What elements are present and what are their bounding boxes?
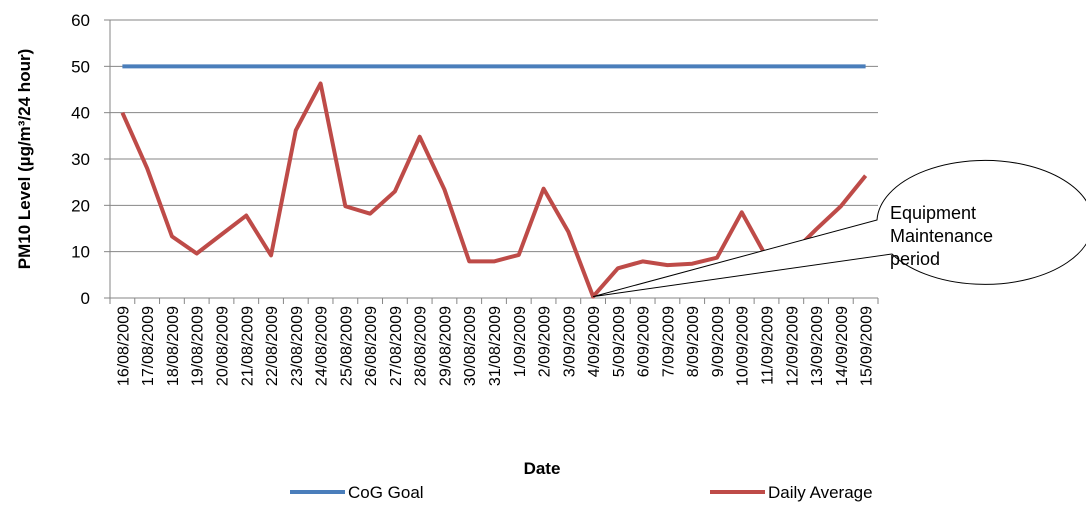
- x-tick-label: 23/08/2009: [289, 306, 306, 386]
- x-tick-label: 25/08/2009: [338, 306, 355, 386]
- x-tick-label: 21/08/2009: [239, 306, 256, 386]
- x-tick-label: 4/09/2009: [586, 306, 603, 377]
- x-tick-label: 17/08/2009: [140, 306, 157, 386]
- x-tick-label: 29/08/2009: [437, 306, 454, 386]
- x-tick-label: 19/08/2009: [190, 306, 207, 386]
- x-tick-label: 10/09/2009: [735, 306, 752, 386]
- y-tick-label: 10: [71, 243, 90, 262]
- y-tick-label: 40: [71, 104, 90, 123]
- x-tick-label: 30/08/2009: [462, 306, 479, 386]
- x-tick-label: 14/09/2009: [834, 306, 851, 386]
- series-line: [120, 81, 868, 299]
- y-tick-label: 20: [71, 196, 90, 215]
- x-tick-label: 15/09/2009: [859, 306, 876, 386]
- x-tick-label: 28/08/2009: [413, 306, 430, 386]
- x-axis-label: Date: [524, 459, 561, 478]
- x-tick-label: 12/09/2009: [784, 306, 801, 386]
- callout: Equipment Maintenance period: [592, 159, 1086, 298]
- x-tick-label: 16/08/2009: [115, 306, 132, 386]
- x-tick-label: 9/09/2009: [710, 306, 727, 377]
- y-tick-label: 50: [71, 57, 90, 76]
- x-tick-label: 31/08/2009: [487, 306, 504, 386]
- x-tick-label: 7/09/2009: [660, 306, 677, 377]
- x-tick-label: 3/09/2009: [561, 306, 578, 377]
- x-tick-label: 1/09/2009: [512, 306, 529, 377]
- x-tick-label: 22/08/2009: [264, 306, 281, 386]
- callout-shape: [592, 159, 1086, 298]
- x-tick-label: 26/08/2009: [363, 306, 380, 386]
- y-axis-label: PM10 Level (µg/m³/24 hour): [15, 49, 34, 269]
- x-tick-label: 18/08/2009: [165, 306, 182, 386]
- y-tick-label: 60: [71, 11, 90, 30]
- x-tick-label: 8/09/2009: [685, 306, 702, 377]
- x-tick-label: 11/09/2009: [760, 306, 777, 385]
- x-tick-label: 13/09/2009: [809, 306, 826, 386]
- legend-label: Daily Average: [768, 483, 873, 502]
- callout-text: Equipment: [890, 203, 976, 223]
- legend-label: CoG Goal: [348, 483, 424, 502]
- x-tick-label: 24/08/2009: [314, 306, 331, 386]
- y-tick-label: 30: [71, 150, 90, 169]
- callout-text: Maintenance: [890, 226, 993, 246]
- callout-text: period: [890, 249, 940, 269]
- x-tick-label: 2/09/2009: [537, 306, 554, 377]
- x-tick-label: 6/09/2009: [636, 306, 653, 377]
- x-tick-label: 5/09/2009: [611, 306, 628, 377]
- y-tick-label: 0: [81, 289, 90, 308]
- x-tick-label: 20/08/2009: [214, 306, 231, 386]
- x-tick-label: 27/08/2009: [388, 306, 405, 386]
